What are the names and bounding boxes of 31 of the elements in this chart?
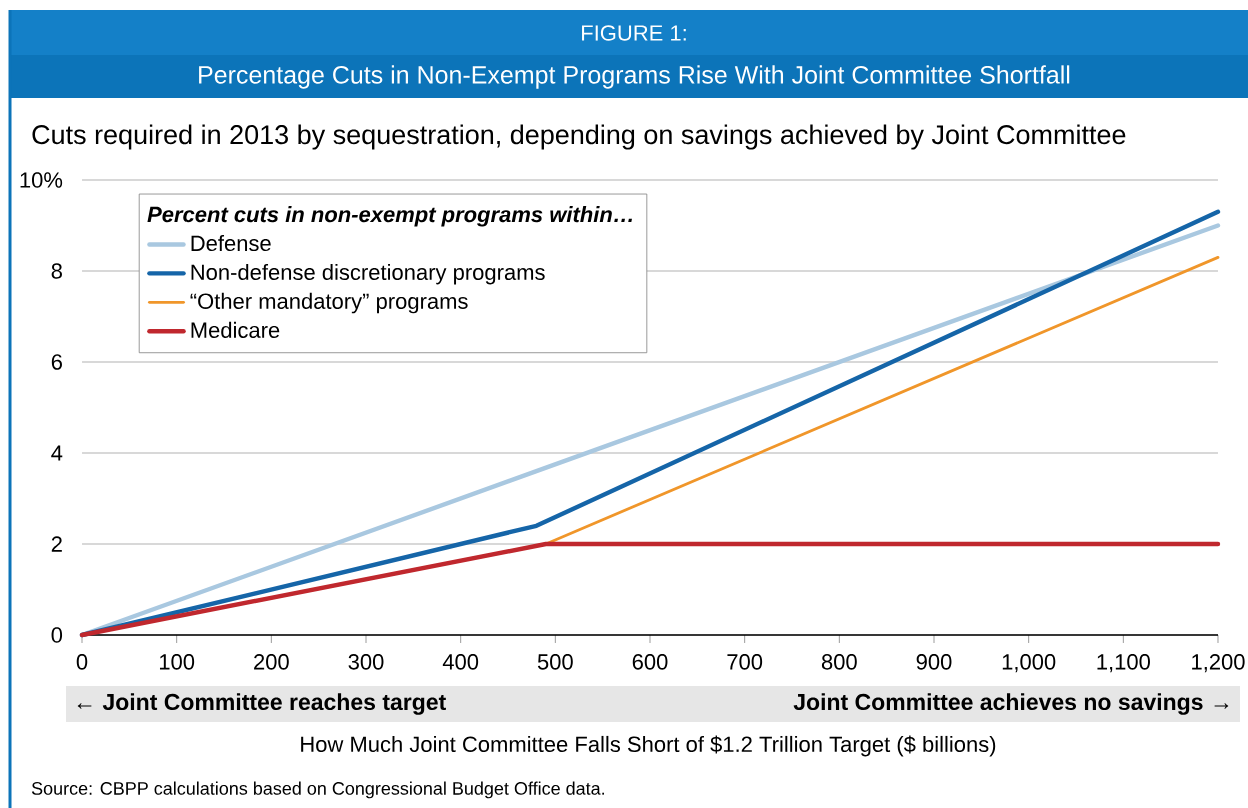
legend-label: Defense bbox=[191, 235, 271, 252]
y-tick-label: 2 bbox=[51, 536, 62, 552]
caption: FIGURE 1: bbox=[582, 25, 686, 41]
source-note: Source: CBPP calculations based on Congressional Budget Office data. bbox=[31, 781, 605, 799]
x-tick-label: 400 bbox=[442, 654, 479, 670]
x-tick-label: 0 bbox=[76, 654, 88, 670]
x-tick-label: 1,000 bbox=[1002, 654, 1056, 673]
x-tick-label: 500 bbox=[537, 654, 573, 670]
x-tick-label: 1,100 bbox=[1097, 654, 1150, 673]
x-tick-label: 1,200 bbox=[1192, 654, 1245, 673]
legend-label: Non-defense discretionary programs bbox=[191, 263, 545, 285]
y-tick-label: 8 bbox=[51, 263, 62, 279]
y-tick-label: 4 bbox=[51, 445, 63, 461]
x-tick-label: 300 bbox=[348, 654, 384, 670]
text: ← Joint Committee reaches target bbox=[77, 693, 446, 715]
legend-label: “Other mandatory” programs bbox=[190, 292, 468, 314]
chart-title: Percentage Cuts in Non-Exempt Programs Rise With Joint Committee Shortfall bbox=[199, 65, 1070, 89]
y-tick-label: 10% bbox=[20, 172, 63, 188]
y-tick-label: 0 bbox=[51, 627, 63, 643]
legend-label: Medicare bbox=[191, 321, 280, 338]
chart-subtitle: Cuts required in 2013 by sequestration, depending on savings achieved by Joint Committee bbox=[32, 124, 1126, 150]
x-tick-label: 900 bbox=[916, 654, 952, 670]
x-tick-label: 800 bbox=[821, 654, 857, 670]
y-tick-label: 6 bbox=[51, 354, 62, 370]
text: Joint Committee achieves no savings → bbox=[793, 693, 1229, 715]
x-tick-label: 200 bbox=[254, 654, 289, 670]
x-tick-label: 100 bbox=[159, 654, 195, 670]
x-tick-label: 600 bbox=[632, 654, 668, 670]
x-axis-title: How Much Joint Committee Falls Short of $1.2 Trillion Target ($ billions) bbox=[301, 735, 996, 757]
legend-title: Percent cuts in non-exempt programs within… bbox=[147, 206, 632, 227]
x-tick-label: 700 bbox=[727, 654, 763, 670]
